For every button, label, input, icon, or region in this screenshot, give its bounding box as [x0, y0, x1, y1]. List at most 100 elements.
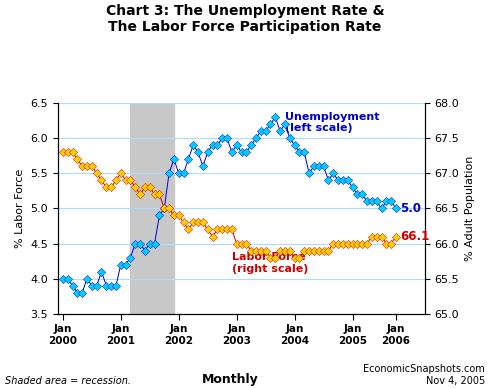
Point	[243, 241, 250, 247]
Point	[243, 149, 250, 155]
Point	[78, 289, 86, 296]
Point	[141, 248, 149, 254]
Point	[344, 177, 352, 184]
Point	[363, 241, 371, 247]
Point	[122, 177, 129, 184]
Point	[189, 142, 197, 148]
Point	[165, 170, 173, 177]
Point	[276, 128, 284, 134]
Point	[126, 177, 134, 184]
Point	[155, 212, 163, 218]
Point	[93, 282, 100, 289]
Point	[300, 149, 308, 155]
Point	[102, 184, 110, 191]
Text: EconomicSnapshots.com
Nov 4, 2005: EconomicSnapshots.com Nov 4, 2005	[364, 364, 485, 386]
Point	[117, 262, 125, 268]
Point	[150, 191, 158, 197]
Text: Unemployment
(left scale): Unemployment (left scale)	[285, 112, 379, 133]
Point	[122, 262, 129, 268]
Point	[180, 219, 188, 225]
Text: Shaded area = recession.: Shaded area = recession.	[5, 376, 131, 386]
Point	[392, 205, 400, 211]
Point	[291, 255, 298, 261]
Point	[358, 191, 366, 197]
Point	[146, 241, 154, 247]
Point	[252, 135, 260, 141]
Point	[214, 226, 221, 232]
Point	[199, 219, 207, 225]
Point	[329, 241, 337, 247]
Point	[324, 248, 332, 254]
Point	[373, 198, 381, 204]
Point	[281, 121, 289, 127]
Point	[267, 255, 274, 261]
Point	[392, 234, 400, 240]
Point	[329, 170, 337, 177]
Point	[136, 191, 144, 197]
Point	[252, 248, 260, 254]
Point	[310, 163, 318, 169]
Point	[218, 226, 226, 232]
Y-axis label: % Labor Force: % Labor Force	[15, 169, 25, 248]
Point	[223, 226, 231, 232]
Point	[141, 184, 149, 191]
Point	[353, 191, 361, 197]
Point	[83, 163, 91, 169]
Y-axis label: % Adult Population: % Adult Population	[465, 156, 475, 261]
Point	[59, 275, 67, 282]
Point	[194, 219, 202, 225]
Text: 5.0: 5.0	[400, 202, 421, 215]
Point	[233, 142, 241, 148]
Point	[334, 241, 342, 247]
Point	[319, 248, 327, 254]
Point	[247, 248, 255, 254]
Point	[136, 241, 144, 247]
Point	[218, 135, 226, 141]
Point	[184, 226, 192, 232]
Point	[189, 219, 197, 225]
Text: 66.1: 66.1	[400, 230, 429, 243]
Point	[170, 156, 178, 162]
Point	[387, 241, 395, 247]
Point	[107, 184, 115, 191]
Point	[295, 149, 303, 155]
Point	[93, 170, 100, 177]
Point	[373, 234, 381, 240]
Point	[310, 248, 318, 254]
Point	[305, 170, 313, 177]
Point	[112, 177, 120, 184]
Point	[382, 241, 390, 247]
Point	[363, 198, 371, 204]
Point	[257, 128, 265, 134]
Point	[112, 282, 120, 289]
Point	[98, 268, 105, 275]
Text: Labor Force
(right scale): Labor Force (right scale)	[232, 253, 308, 274]
Point	[155, 191, 163, 197]
Point	[228, 149, 236, 155]
Point	[146, 184, 154, 191]
Point	[291, 142, 298, 148]
Point	[300, 248, 308, 254]
Point	[184, 156, 192, 162]
Point	[214, 142, 221, 148]
Point	[180, 170, 188, 177]
Point	[170, 212, 178, 218]
Point	[257, 248, 265, 254]
Point	[295, 255, 303, 261]
Point	[378, 234, 386, 240]
Point	[348, 184, 356, 191]
Point	[98, 177, 105, 184]
Point	[131, 184, 139, 191]
Point	[150, 241, 158, 247]
Point	[83, 275, 91, 282]
Point	[305, 248, 313, 254]
Point	[238, 149, 245, 155]
Point	[315, 248, 323, 254]
Point	[339, 177, 347, 184]
Point	[387, 198, 395, 204]
Point	[209, 142, 217, 148]
Point	[368, 198, 376, 204]
Point	[276, 248, 284, 254]
Point	[199, 163, 207, 169]
Point	[64, 149, 72, 155]
